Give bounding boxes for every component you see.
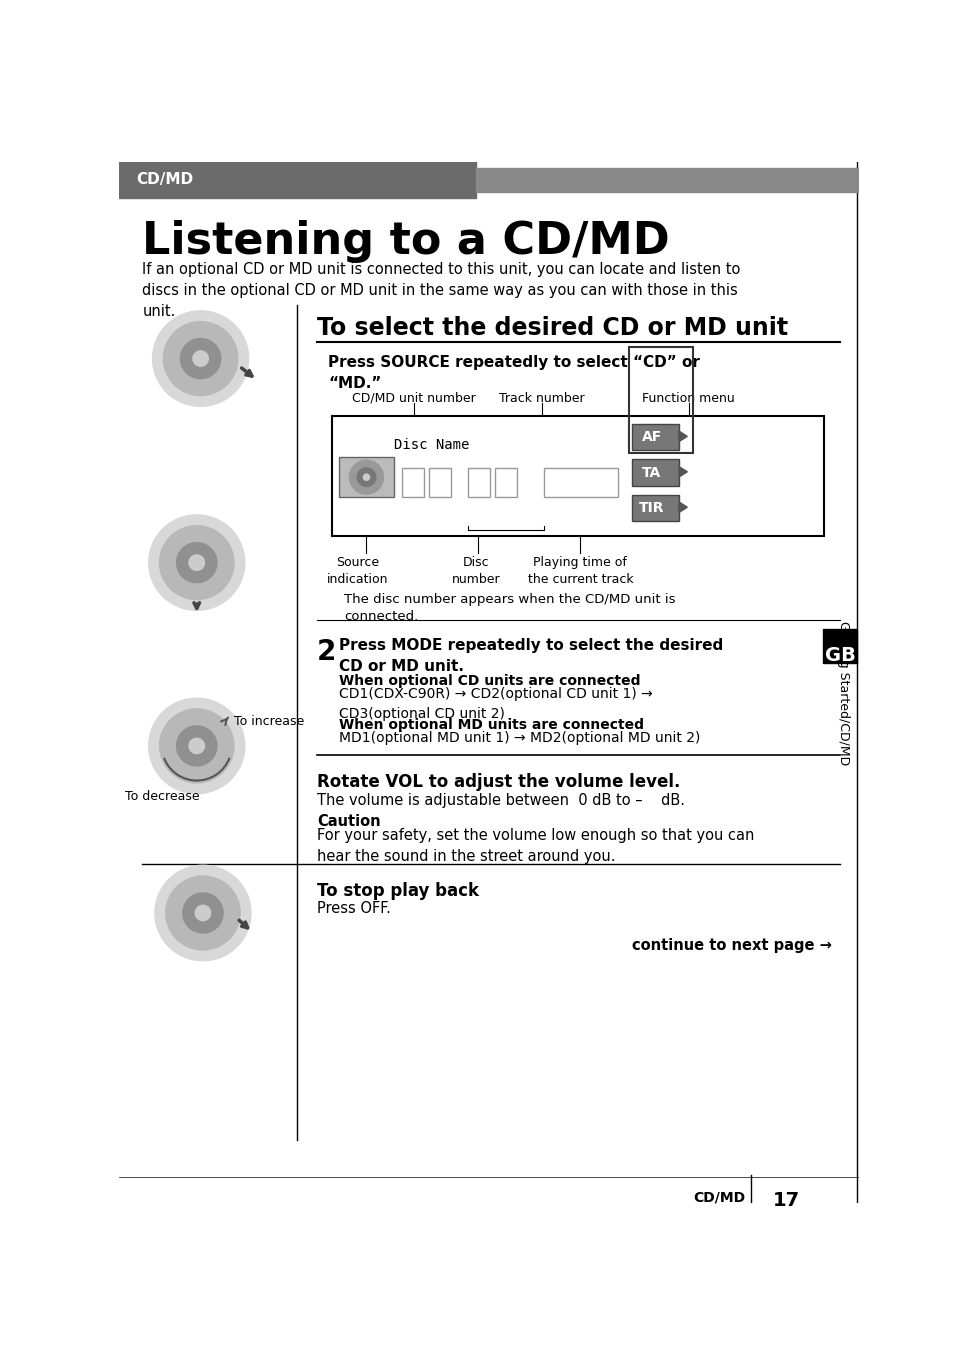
Bar bbox=[468, 468, 489, 498]
Text: To select the desired CD or MD unit: To select the desired CD or MD unit bbox=[316, 316, 787, 341]
Text: Press SOURCE repeatedly to select “CD” or
“MD.”: Press SOURCE repeatedly to select “CD” o… bbox=[328, 354, 700, 391]
Bar bbox=[495, 468, 517, 498]
Circle shape bbox=[195, 906, 211, 921]
Circle shape bbox=[166, 876, 240, 950]
Text: Playing time of
the current track: Playing time of the current track bbox=[527, 557, 633, 587]
Circle shape bbox=[149, 515, 245, 610]
Text: AF: AF bbox=[640, 430, 661, 443]
Bar bbox=[332, 416, 823, 535]
Bar bbox=[629, 347, 692, 453]
Circle shape bbox=[163, 322, 237, 396]
Text: Listening to a CD/MD: Listening to a CD/MD bbox=[142, 220, 670, 264]
Circle shape bbox=[189, 738, 204, 753]
Circle shape bbox=[356, 468, 375, 487]
Text: Disc Name: Disc Name bbox=[394, 438, 469, 452]
Bar bbox=[632, 495, 679, 521]
Text: To increase: To increase bbox=[233, 715, 304, 729]
Bar bbox=[543, 468, 617, 498]
Circle shape bbox=[159, 708, 233, 783]
Text: Caution: Caution bbox=[316, 814, 380, 829]
Bar bbox=[338, 457, 394, 498]
Circle shape bbox=[176, 542, 216, 583]
Circle shape bbox=[183, 892, 223, 933]
Bar bbox=[429, 468, 451, 498]
Text: CD1(CDX-C90R) → CD2(optional CD unit 1) →
CD3(optional CD unit 2): CD1(CDX-C90R) → CD2(optional CD unit 1) … bbox=[338, 687, 652, 721]
Text: MD1(optional MD unit 1) → MD2(optional MD unit 2): MD1(optional MD unit 1) → MD2(optional M… bbox=[338, 731, 700, 745]
Text: Press OFF.: Press OFF. bbox=[316, 902, 391, 917]
Circle shape bbox=[189, 554, 204, 571]
Text: CD/MD: CD/MD bbox=[693, 1191, 744, 1205]
Circle shape bbox=[349, 460, 383, 493]
Text: Getting Started/CD/MD: Getting Started/CD/MD bbox=[836, 622, 849, 765]
Text: Source
indication: Source indication bbox=[327, 557, 388, 587]
Circle shape bbox=[363, 475, 369, 480]
Circle shape bbox=[159, 526, 233, 599]
Bar bbox=[119, 162, 476, 197]
Text: CD/MD unit number: CD/MD unit number bbox=[352, 392, 476, 404]
Polygon shape bbox=[679, 502, 686, 512]
Bar bbox=[632, 425, 679, 450]
Circle shape bbox=[152, 311, 249, 407]
Text: Disc
number: Disc number bbox=[451, 557, 499, 587]
Bar bbox=[476, 169, 858, 192]
Text: When optional MD units are connected: When optional MD units are connected bbox=[338, 718, 643, 733]
Bar bbox=[402, 468, 423, 498]
Text: TA: TA bbox=[641, 465, 660, 480]
Circle shape bbox=[193, 352, 208, 366]
Bar bbox=[632, 460, 679, 485]
Polygon shape bbox=[679, 431, 686, 442]
Circle shape bbox=[154, 865, 251, 961]
Text: The volume is adjustable between  0 dB to –    dB.: The volume is adjustable between 0 dB to… bbox=[316, 792, 684, 808]
Text: 2: 2 bbox=[316, 638, 335, 667]
Text: Rotate VOL to adjust the volume level.: Rotate VOL to adjust the volume level. bbox=[316, 773, 679, 791]
Circle shape bbox=[180, 338, 220, 379]
Text: If an optional CD or MD unit is connected to this unit, you can locate and liste: If an optional CD or MD unit is connecte… bbox=[142, 262, 740, 319]
Text: CD/MD: CD/MD bbox=[136, 173, 193, 188]
Circle shape bbox=[176, 726, 216, 767]
Text: When optional CD units are connected: When optional CD units are connected bbox=[338, 675, 639, 688]
Text: To stop play back: To stop play back bbox=[316, 883, 478, 900]
Text: To decrease: To decrease bbox=[125, 790, 199, 803]
Text: Press MODE repeatedly to select the desired
CD or MD unit.: Press MODE repeatedly to select the desi… bbox=[338, 638, 722, 675]
Text: For your safety, set the volume low enough so that you can
hear the sound in the: For your safety, set the volume low enou… bbox=[316, 829, 754, 864]
Text: GB: GB bbox=[823, 646, 855, 665]
Text: continue to next page →: continue to next page → bbox=[632, 938, 831, 953]
Polygon shape bbox=[679, 466, 686, 477]
Text: TIR: TIR bbox=[639, 502, 663, 515]
Text: 17: 17 bbox=[772, 1191, 799, 1210]
Circle shape bbox=[149, 698, 245, 794]
Text: Track number: Track number bbox=[498, 392, 584, 404]
Bar bbox=[822, 629, 856, 662]
Text: The disc number appears when the CD/MD unit is
connected.: The disc number appears when the CD/MD u… bbox=[344, 594, 675, 623]
Text: Function menu: Function menu bbox=[641, 392, 735, 404]
